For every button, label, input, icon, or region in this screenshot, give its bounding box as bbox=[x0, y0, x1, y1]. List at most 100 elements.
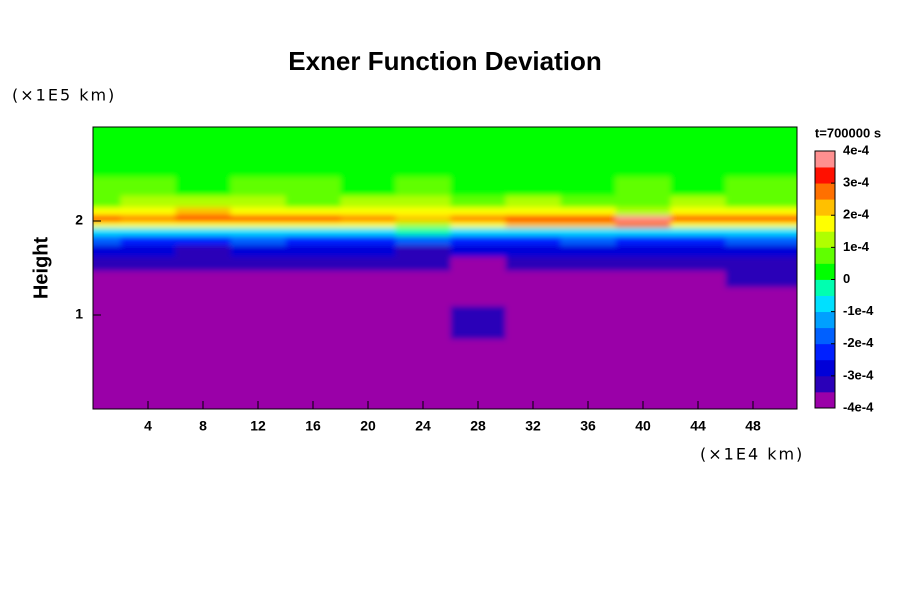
contour-cell bbox=[120, 176, 177, 196]
contour-cell bbox=[505, 244, 562, 257]
contour-cell bbox=[670, 152, 727, 177]
contour-cell bbox=[670, 244, 727, 257]
contour-cell bbox=[230, 256, 287, 271]
contour-cell bbox=[285, 286, 342, 307]
contour-cell bbox=[725, 286, 797, 307]
contour-cell bbox=[340, 305, 397, 340]
contour-cell bbox=[340, 338, 397, 409]
colorbar-tick-label: 1e-4 bbox=[843, 239, 870, 254]
contour-cell bbox=[450, 244, 507, 257]
colorbar-swatch bbox=[815, 183, 835, 200]
colorbar-tick-label: -3e-4 bbox=[843, 367, 874, 382]
contour-cell bbox=[93, 286, 122, 307]
contour-cell bbox=[340, 152, 397, 177]
contour-cell bbox=[395, 235, 452, 246]
contour-cell bbox=[120, 305, 177, 340]
x-tick-label: 16 bbox=[305, 418, 321, 434]
x-unit: (×1E4 km) bbox=[700, 445, 804, 464]
colorbar-tick-label: 4e-4 bbox=[843, 142, 870, 157]
contour-cell bbox=[505, 227, 562, 236]
contour-cell bbox=[725, 206, 797, 216]
contour-cell bbox=[450, 338, 507, 409]
contour-cell bbox=[615, 152, 672, 177]
colorbar-swatch bbox=[815, 199, 835, 216]
contour-cell bbox=[505, 214, 562, 222]
contour-cell bbox=[450, 256, 507, 271]
contour-cell bbox=[285, 338, 342, 409]
contour-cell bbox=[230, 286, 287, 307]
contour-cell bbox=[93, 235, 122, 246]
colorbar: 4e-4 3e-4 2e-4 1e-4 0 -1e-4 -2e-4 -3e-4 -4e-4 bbox=[814, 142, 874, 414]
contour-cell bbox=[670, 176, 727, 196]
contour-cell bbox=[560, 176, 617, 196]
contour-cell bbox=[505, 195, 562, 208]
contour-cell bbox=[505, 270, 562, 288]
contour-cell bbox=[230, 127, 287, 154]
contour-cell bbox=[175, 256, 232, 271]
contour-cell bbox=[285, 176, 342, 196]
contour-cell bbox=[120, 221, 177, 228]
colorbar-tick-label: 2e-4 bbox=[843, 207, 870, 222]
contour-cell bbox=[340, 244, 397, 257]
contour-cell bbox=[560, 305, 617, 340]
contour-cell bbox=[615, 235, 672, 246]
contour-cell bbox=[450, 235, 507, 246]
contour-cell bbox=[670, 206, 727, 216]
colorbar-swatch bbox=[815, 167, 835, 184]
contour-cell bbox=[395, 195, 452, 208]
colorbar-title: t=700000 s bbox=[815, 125, 881, 140]
contour-cell bbox=[670, 305, 727, 340]
contour-cell bbox=[285, 235, 342, 246]
contour-cell bbox=[450, 305, 507, 340]
contour-cell bbox=[615, 176, 672, 196]
contour-cell bbox=[340, 221, 397, 228]
x-tick-label: 4 bbox=[144, 418, 152, 434]
colorbar-tick-label: -2e-4 bbox=[843, 335, 874, 350]
contour-cell bbox=[505, 235, 562, 246]
contour-cell bbox=[505, 286, 562, 307]
contour-cell bbox=[93, 176, 122, 196]
contour-cell bbox=[175, 235, 232, 246]
contour-cell bbox=[725, 305, 797, 340]
contour-cell bbox=[395, 305, 452, 340]
contour-cell bbox=[560, 286, 617, 307]
contour-cell bbox=[725, 221, 797, 228]
contour-cell bbox=[285, 244, 342, 257]
contour-cell bbox=[395, 244, 452, 257]
contour-cell bbox=[560, 235, 617, 246]
contour-cell bbox=[230, 221, 287, 228]
contour-cell bbox=[670, 286, 727, 307]
contour-cell bbox=[230, 195, 287, 208]
colorbar-swatch bbox=[815, 375, 835, 393]
contour-cell bbox=[725, 235, 797, 246]
contour-cell bbox=[285, 221, 342, 228]
contour-cell bbox=[670, 270, 727, 288]
contour-cell bbox=[560, 195, 617, 208]
contour-cell bbox=[120, 338, 177, 409]
contour-cell bbox=[175, 176, 232, 196]
contour-cell bbox=[93, 244, 122, 257]
contour-cell bbox=[175, 244, 232, 257]
contour-cell bbox=[395, 221, 452, 228]
contour-cell bbox=[230, 152, 287, 177]
contour-cell bbox=[670, 195, 727, 208]
contour-cell bbox=[340, 270, 397, 288]
contour-cell bbox=[120, 206, 177, 216]
contour-cell bbox=[230, 235, 287, 246]
contour-cell bbox=[175, 305, 232, 340]
contour-cell bbox=[560, 127, 617, 154]
x-tick-label: 44 bbox=[690, 418, 706, 434]
contour-cell bbox=[175, 227, 232, 236]
contour-cell bbox=[615, 221, 672, 228]
contour-cell bbox=[615, 227, 672, 236]
contour-cell bbox=[505, 305, 562, 340]
contour-cell bbox=[670, 221, 727, 228]
contour-cell bbox=[615, 127, 672, 154]
x-tick-label: 32 bbox=[525, 418, 541, 434]
contour-cell bbox=[395, 227, 452, 236]
x-tick-label: 36 bbox=[580, 418, 596, 434]
contour-cell bbox=[505, 256, 562, 271]
contour-cell bbox=[340, 235, 397, 246]
contour-cell bbox=[615, 256, 672, 271]
